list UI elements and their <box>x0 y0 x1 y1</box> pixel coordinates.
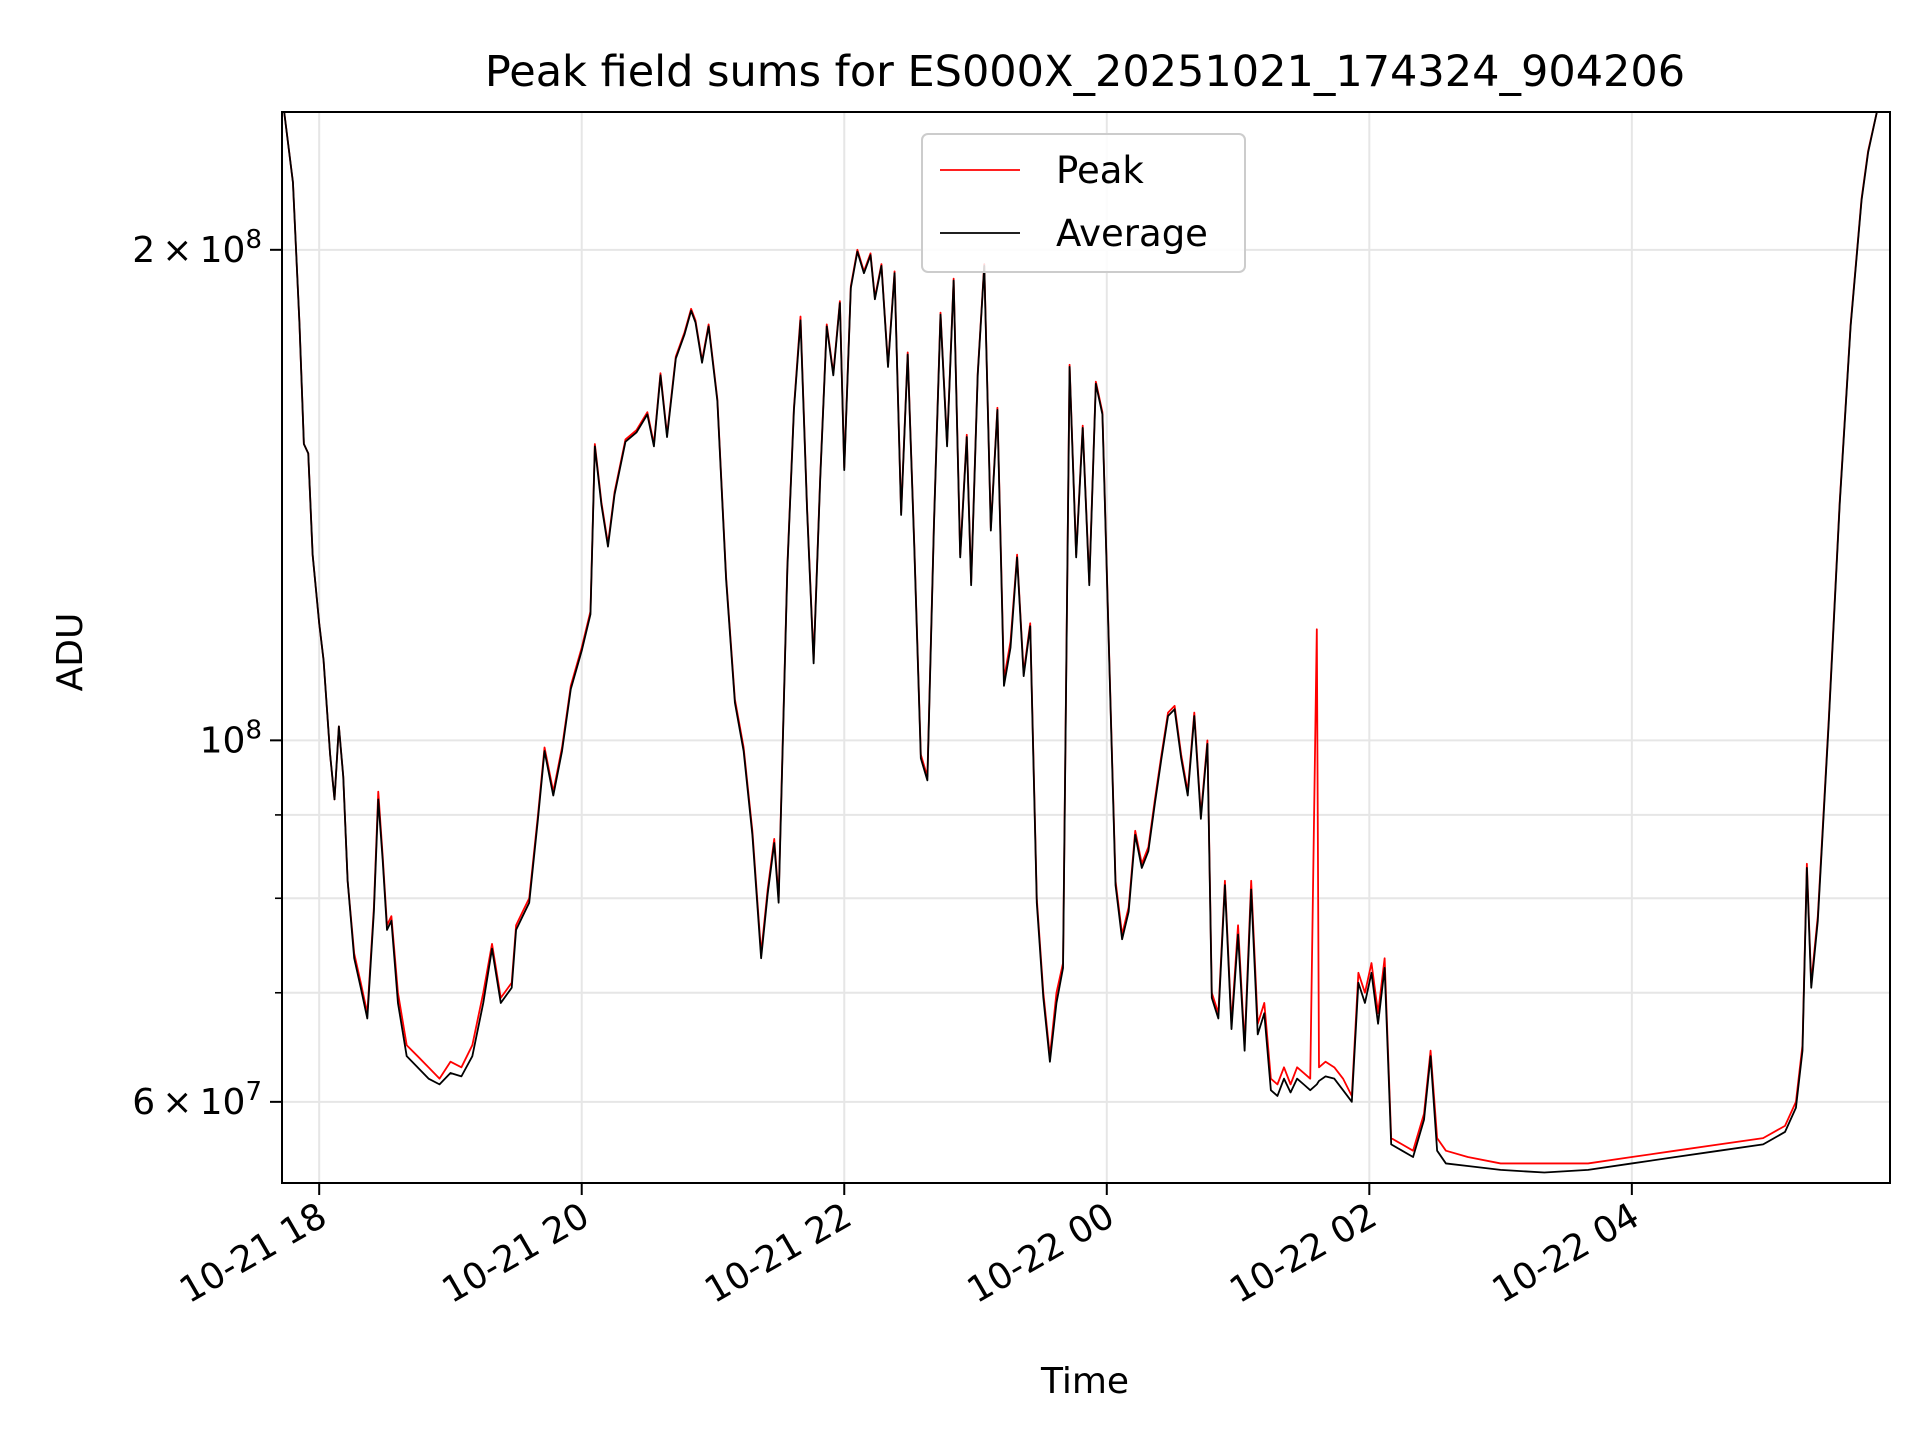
legend-label-average: Average <box>1056 212 1208 255</box>
x-axis-label: Time <box>1040 1361 1129 1402</box>
series-layer <box>283 112 1878 1174</box>
y-tick-label: 108 <box>200 715 262 761</box>
chart-title: Peak field sums for ES000X_20251021_1743… <box>485 47 1685 97</box>
y-axis-label: ADU <box>50 613 91 692</box>
y-tick-label: 6 × 107 <box>132 1077 262 1123</box>
legend-label-peak: Peak <box>1056 149 1144 192</box>
legend: Peak Average <box>921 133 1246 273</box>
y-tick-label: 2 × 108 <box>132 225 262 271</box>
plot-frame <box>281 111 1891 1184</box>
legend-box <box>921 133 1246 273</box>
series-line-average <box>283 112 1878 1174</box>
